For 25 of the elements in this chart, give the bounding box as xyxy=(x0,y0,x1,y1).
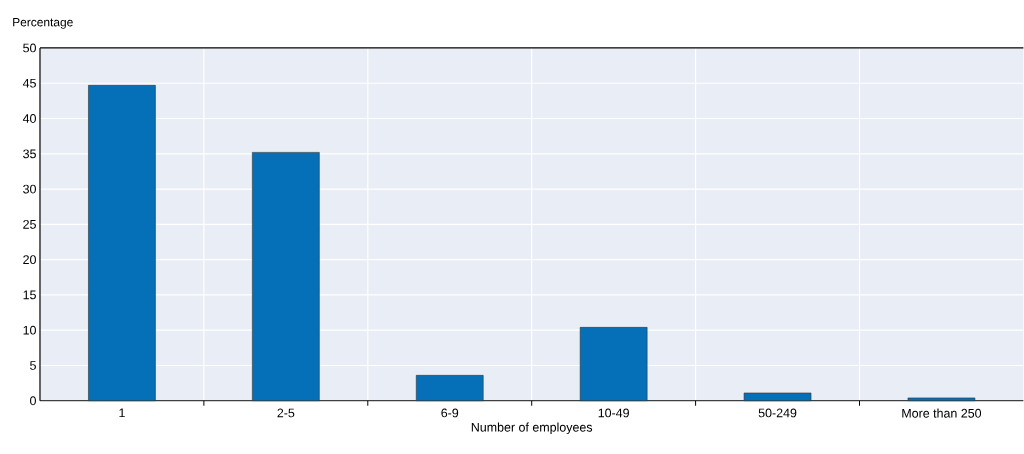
x-tick-label: 1 xyxy=(119,408,125,418)
bar xyxy=(415,375,484,402)
y-tick-label: 35 xyxy=(23,149,36,159)
x-tick-label: More than 250 xyxy=(902,408,982,418)
y-tick-label: 20 xyxy=(23,255,36,265)
bar xyxy=(907,397,976,402)
bar xyxy=(579,327,648,402)
x-tick-label: 50-249 xyxy=(758,408,797,418)
x-tick-label: 10-49 xyxy=(598,408,629,418)
y-tick-label: 10 xyxy=(23,325,36,335)
x-axis-title: Number of employees xyxy=(471,422,593,435)
y-tick-label: 25 xyxy=(23,220,36,229)
bar xyxy=(252,152,320,402)
y-tick-label: 15 xyxy=(23,290,36,300)
x-tick-label: 2-5 xyxy=(277,408,295,418)
y-tick-label: 45 xyxy=(22,79,36,88)
y-axis-title: Percentage xyxy=(13,18,73,29)
y-tick-label: 5 xyxy=(30,361,36,370)
y-tick-label: 40 xyxy=(22,114,36,124)
y-tick-label: 30 xyxy=(23,184,36,194)
x-tick-label: 6-9 xyxy=(441,408,459,418)
y-tick-label: 0 xyxy=(30,396,36,406)
y-tick-label: 50 xyxy=(23,43,36,53)
bar xyxy=(88,85,156,402)
bar xyxy=(743,392,812,402)
